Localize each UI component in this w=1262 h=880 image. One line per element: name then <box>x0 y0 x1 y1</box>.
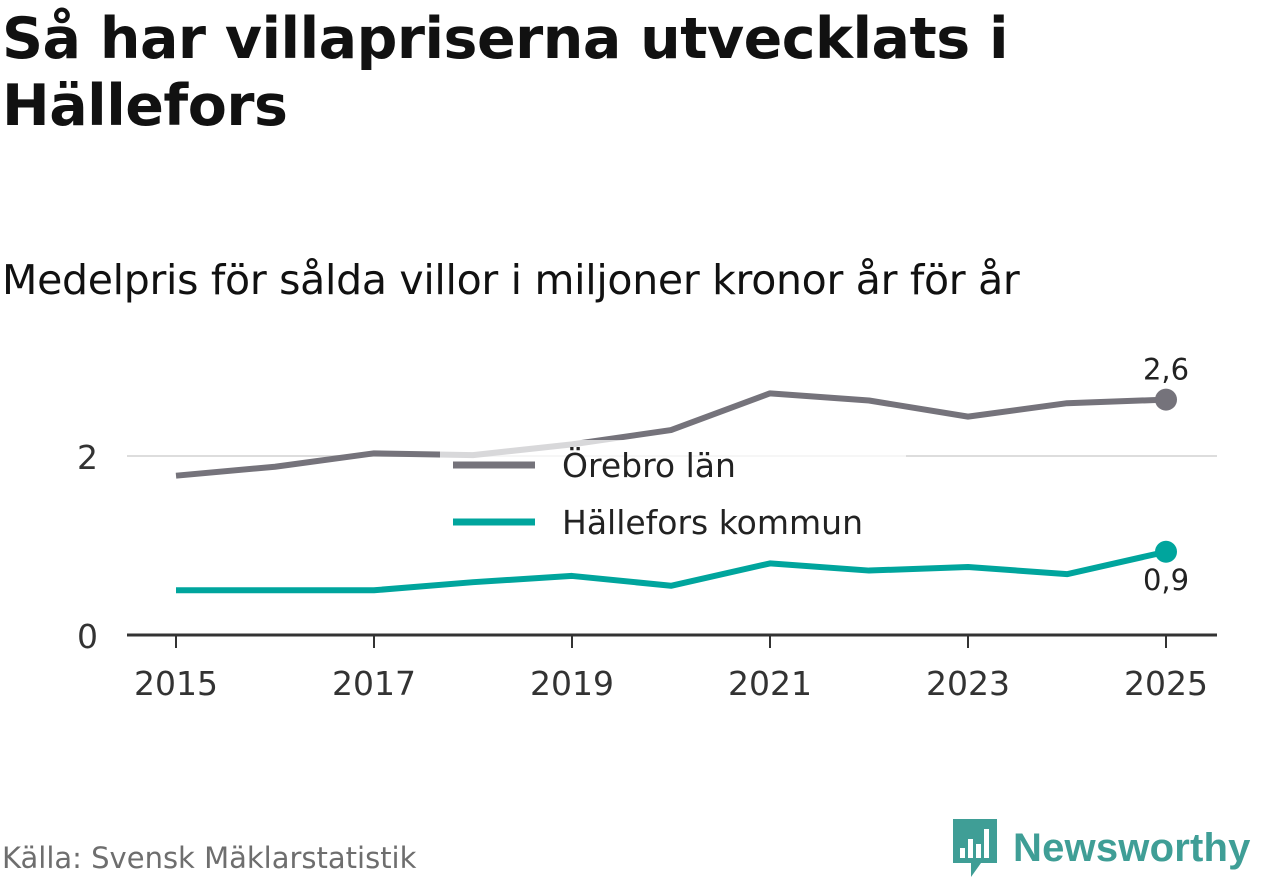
brand-name: Newsworthy <box>1013 825 1251 870</box>
legend-background <box>440 440 906 558</box>
legend-label-1: Hällefors kommun <box>562 503 863 542</box>
source-note: Källa: Svensk Mäklarstatistik <box>2 841 417 875</box>
end-label-0: 2,6 <box>1143 353 1189 387</box>
series-line-1 <box>176 548 1167 594</box>
data-labels: 2,6 0,9 <box>1143 353 1189 597</box>
axes: 0 2 2015 2017 2019 2021 2023 2025 <box>77 438 1217 703</box>
legend-label-0: Örebro län <box>562 445 736 485</box>
chart-subtitle: Medelpris för sålda villor i miljoner kr… <box>2 256 1020 304</box>
bar-chart-speech-bubble-icon <box>953 819 997 877</box>
x-tick-label-2017: 2017 <box>332 664 416 703</box>
end-label-1: 0,9 <box>1143 563 1189 597</box>
y-tick-label-0: 0 <box>77 617 98 656</box>
x-tick-label-2025: 2025 <box>1124 664 1208 703</box>
series-end-marker-0 <box>1155 388 1177 411</box>
legend: Örebro län Hällefors kommun <box>440 440 906 558</box>
newsworthy-logo: Newsworthy <box>951 816 1251 880</box>
x-tick-label-2021: 2021 <box>728 664 812 703</box>
y-tick-label-2: 2 <box>77 438 98 477</box>
series-end-marker-1 <box>1155 540 1177 563</box>
series-lines <box>175 388 1177 594</box>
x-tick-label-2019: 2019 <box>530 664 614 703</box>
series-line-0 <box>175 390 1167 479</box>
chart-title: Så har villapriserna utvecklats i Hällef… <box>2 6 1009 139</box>
x-tick-label-2023: 2023 <box>926 664 1010 703</box>
x-tick-label-2015: 2015 <box>134 664 218 703</box>
